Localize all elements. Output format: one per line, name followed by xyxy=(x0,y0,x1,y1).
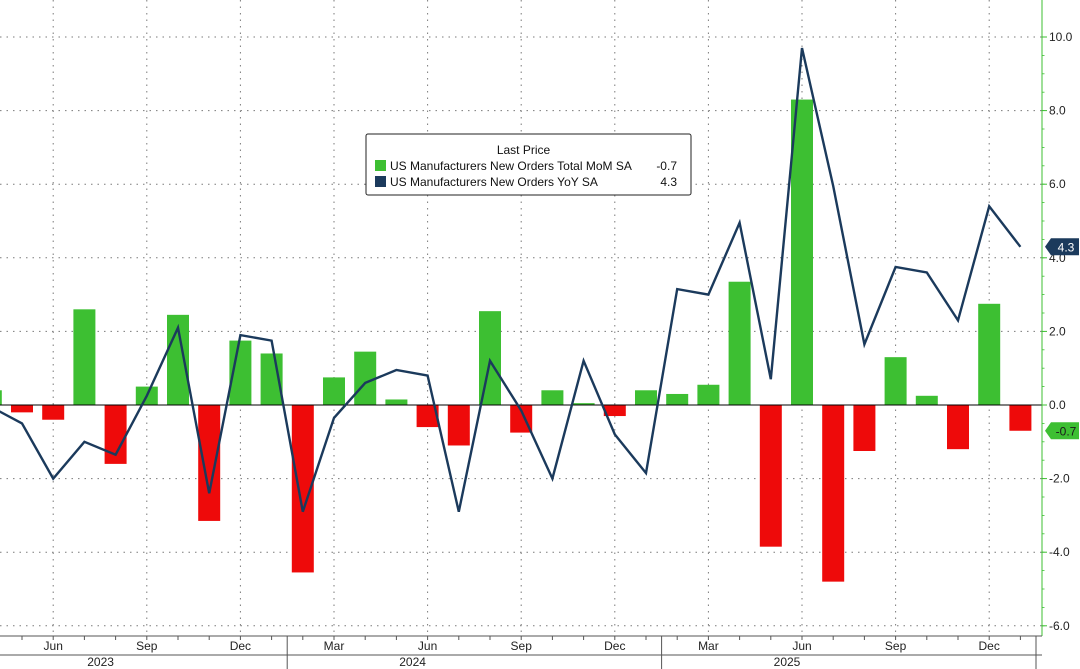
x-tick-label: Sep xyxy=(885,639,907,653)
last-value-tag-label: -0.7 xyxy=(1056,424,1077,438)
legend-swatch xyxy=(375,160,386,171)
bar xyxy=(42,405,65,420)
x-tick-label: Jun xyxy=(418,639,437,653)
x-tick-label: Dec xyxy=(979,639,1000,653)
bar xyxy=(572,403,595,405)
bar xyxy=(603,405,626,417)
bar xyxy=(697,384,720,405)
line-series xyxy=(0,47,1022,513)
x-year-label: 2023 xyxy=(87,655,114,669)
legend: Last Price US Manufacturers New Orders To… xyxy=(365,133,692,196)
bar xyxy=(354,351,377,405)
legend-header: Last Price xyxy=(497,143,551,157)
bar xyxy=(291,405,314,573)
legend-box xyxy=(365,133,692,196)
bar xyxy=(728,281,751,405)
y-tick-label: 2.0 xyxy=(1049,324,1066,338)
bar xyxy=(479,311,501,405)
grid xyxy=(0,0,1042,636)
bar xyxy=(198,405,221,521)
bar xyxy=(915,395,938,405)
x-tick-label: Sep xyxy=(136,639,158,653)
bar xyxy=(1009,405,1032,431)
y-tick-label: 10.0 xyxy=(1049,30,1073,44)
y-tick-label: -6.0 xyxy=(1049,619,1070,633)
x-tick-label: Sep xyxy=(511,639,533,653)
bar xyxy=(853,405,876,451)
y-tick-label: 0.0 xyxy=(1049,398,1066,412)
legend-value: 4.3 xyxy=(660,175,677,189)
last-value-tag xyxy=(1045,238,1079,256)
last-value-tag xyxy=(1045,422,1079,440)
x-year-label: 2024 xyxy=(399,655,426,669)
bar xyxy=(822,405,845,582)
bar xyxy=(884,357,907,405)
x-tick-label: Mar xyxy=(324,639,345,653)
bar xyxy=(104,405,127,464)
legend-label: US Manufacturers New Orders Total MoM SA xyxy=(390,159,632,173)
bar xyxy=(791,99,813,405)
x-tick-label: Mar xyxy=(698,639,719,653)
last-value-tags: 4.3 -0.7 xyxy=(1045,238,1079,440)
legend-value: -0.7 xyxy=(656,159,677,173)
y-tick-label: -4.0 xyxy=(1049,545,1070,559)
bar xyxy=(229,340,252,405)
x-tick-label: Dec xyxy=(230,639,251,653)
bar xyxy=(0,390,2,405)
bar xyxy=(73,309,96,405)
bar xyxy=(759,405,782,547)
bar xyxy=(541,390,564,405)
legend-label: US Manufacturers New Orders YoY SA xyxy=(390,175,598,189)
bar xyxy=(978,303,1001,405)
bar xyxy=(947,405,969,450)
last-value-tag-label: 4.3 xyxy=(1058,240,1075,254)
y-tick-label: 8.0 xyxy=(1049,104,1066,118)
x-year-label: 2025 xyxy=(774,655,801,669)
x-tick-label: Jun xyxy=(792,639,811,653)
y-tick-label: -2.0 xyxy=(1049,472,1070,486)
legend-swatch xyxy=(375,176,386,187)
bar xyxy=(323,377,345,405)
bar xyxy=(385,399,408,405)
bar xyxy=(11,405,33,413)
bar xyxy=(635,390,657,405)
bar xyxy=(666,393,689,405)
y-tick-label: 6.0 xyxy=(1049,177,1066,191)
yoy-line xyxy=(0,47,1022,513)
bar xyxy=(510,405,533,433)
x-tick-label: Jun xyxy=(44,639,63,653)
bar-series xyxy=(0,99,1032,582)
bar xyxy=(447,405,470,446)
bar xyxy=(416,405,439,428)
x-tick-label: Dec xyxy=(604,639,625,653)
